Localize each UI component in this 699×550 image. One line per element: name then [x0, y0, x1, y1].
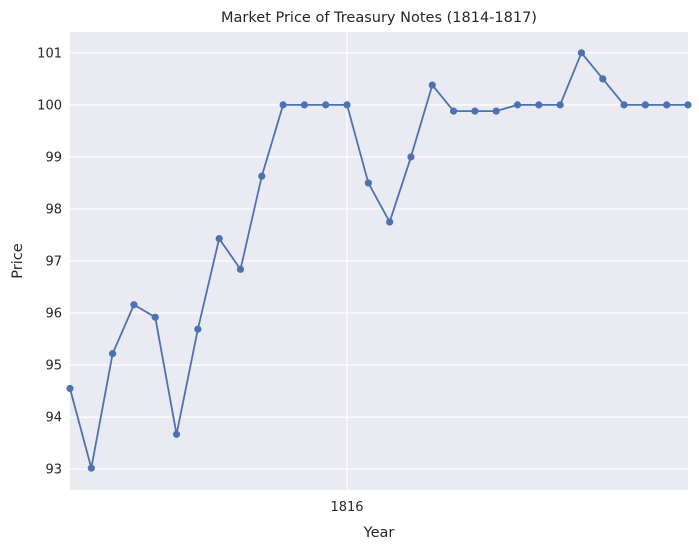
data-point [386, 218, 394, 226]
x-axis-label: Year [363, 525, 395, 541]
data-point [66, 384, 74, 393]
data-point [599, 75, 607, 83]
y-tick-label: 94 [45, 411, 62, 426]
data-point [109, 350, 117, 358]
data-point [343, 101, 351, 109]
y-tick-label: 93 [45, 463, 62, 478]
data-point [151, 313, 159, 321]
chart-title: Market Price of Treasury Notes (1814-181… [221, 10, 537, 26]
data-point [322, 101, 330, 109]
y-tick-label: 97 [45, 255, 62, 270]
data-point [641, 101, 649, 109]
y-tick-labels: 93 94 95 96 97 98 99 100 101 [37, 46, 62, 477]
y-tick-label: 98 [45, 202, 62, 217]
y-tick-label: 96 [45, 307, 62, 322]
data-point [364, 179, 372, 187]
data-point [407, 153, 415, 161]
data-point [663, 101, 671, 109]
data-point [172, 430, 181, 438]
data-point [279, 101, 287, 109]
x-tick-label: 1816 [330, 500, 363, 515]
data-point [556, 101, 564, 109]
data-point [215, 235, 223, 243]
data-point [535, 101, 543, 109]
data-point [577, 49, 586, 57]
data-point [449, 107, 458, 115]
data-point [471, 107, 479, 115]
data-point [130, 301, 138, 309]
data-point [300, 101, 309, 109]
y-tick-label: 100 [37, 98, 62, 113]
y-axis-label: Price [10, 243, 26, 278]
data-point [620, 101, 628, 109]
series-line [69, 51, 688, 470]
x-tick-labels: 1816 [330, 500, 363, 515]
y-tick-label: 101 [37, 46, 62, 61]
data-point [194, 325, 202, 333]
data-point [236, 265, 245, 273]
y-tick-label: 95 [45, 359, 62, 374]
data-point [492, 107, 500, 115]
data-point [684, 101, 692, 109]
data-point [87, 464, 95, 472]
data-point [258, 172, 266, 180]
data-point [428, 81, 436, 89]
y-tick-label: 99 [45, 150, 62, 165]
series-layer [66, 49, 692, 472]
grid-lines [70, 32, 688, 490]
data-point [513, 101, 522, 109]
